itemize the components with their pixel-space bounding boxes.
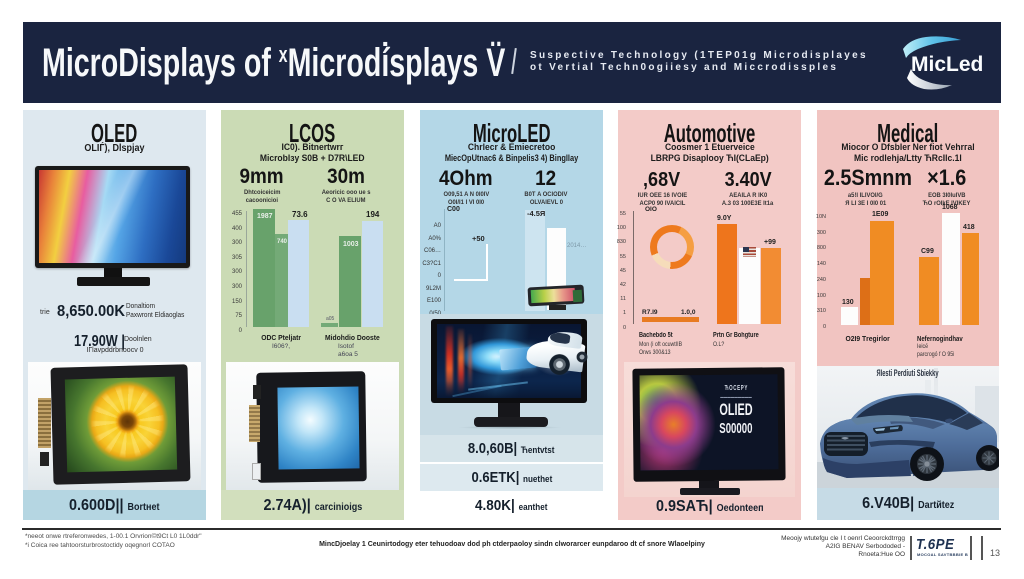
svg-text:MicLed: MicLed — [911, 53, 983, 76]
